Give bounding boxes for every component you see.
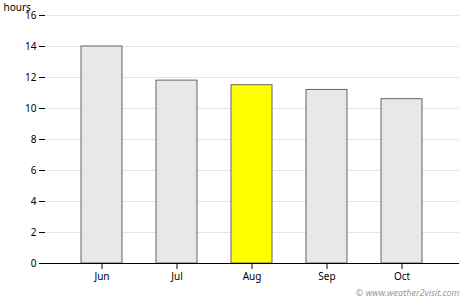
svg-text:16: 16	[25, 7, 37, 22]
svg-text:Sep: Sep	[318, 269, 335, 283]
svg-text:hours: hours	[4, 0, 32, 14]
svg-text:© www.weather2visit.com: © www.weather2visit.com	[356, 286, 460, 299]
svg-text:14: 14	[25, 39, 37, 53]
svg-text:12: 12	[25, 70, 37, 84]
svg-text:8: 8	[31, 132, 37, 146]
svg-text:6: 6	[31, 163, 37, 177]
svg-text:10: 10	[25, 101, 37, 115]
svg-text:Jul: Jul	[170, 269, 183, 283]
svg-text:Aug: Aug	[243, 269, 262, 283]
svg-text:Oct: Oct	[394, 269, 411, 283]
svg-text:0: 0	[31, 256, 37, 270]
svg-text:2: 2	[31, 225, 37, 239]
svg-text:4: 4	[31, 194, 37, 208]
svg-text:Jun: Jun	[93, 269, 109, 283]
